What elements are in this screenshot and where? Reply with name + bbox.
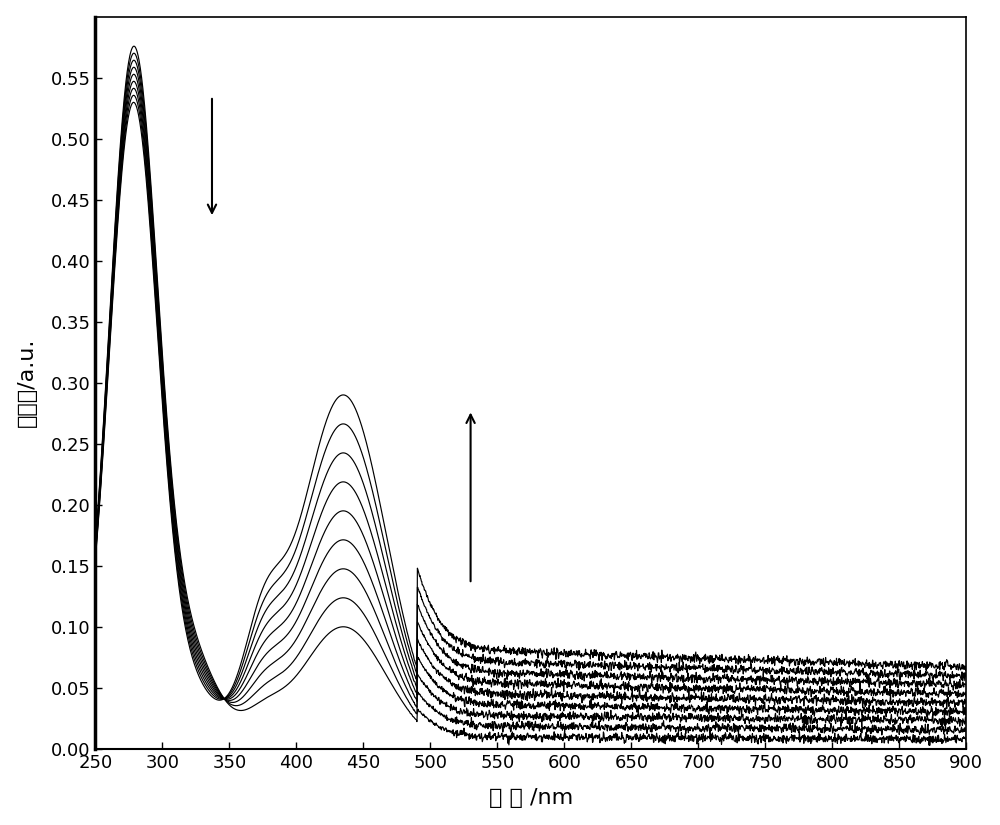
Y-axis label: 吸光度/a.u.: 吸光度/a.u. xyxy=(17,338,37,427)
X-axis label: 波 长 /nm: 波 长 /nm xyxy=(489,789,573,808)
